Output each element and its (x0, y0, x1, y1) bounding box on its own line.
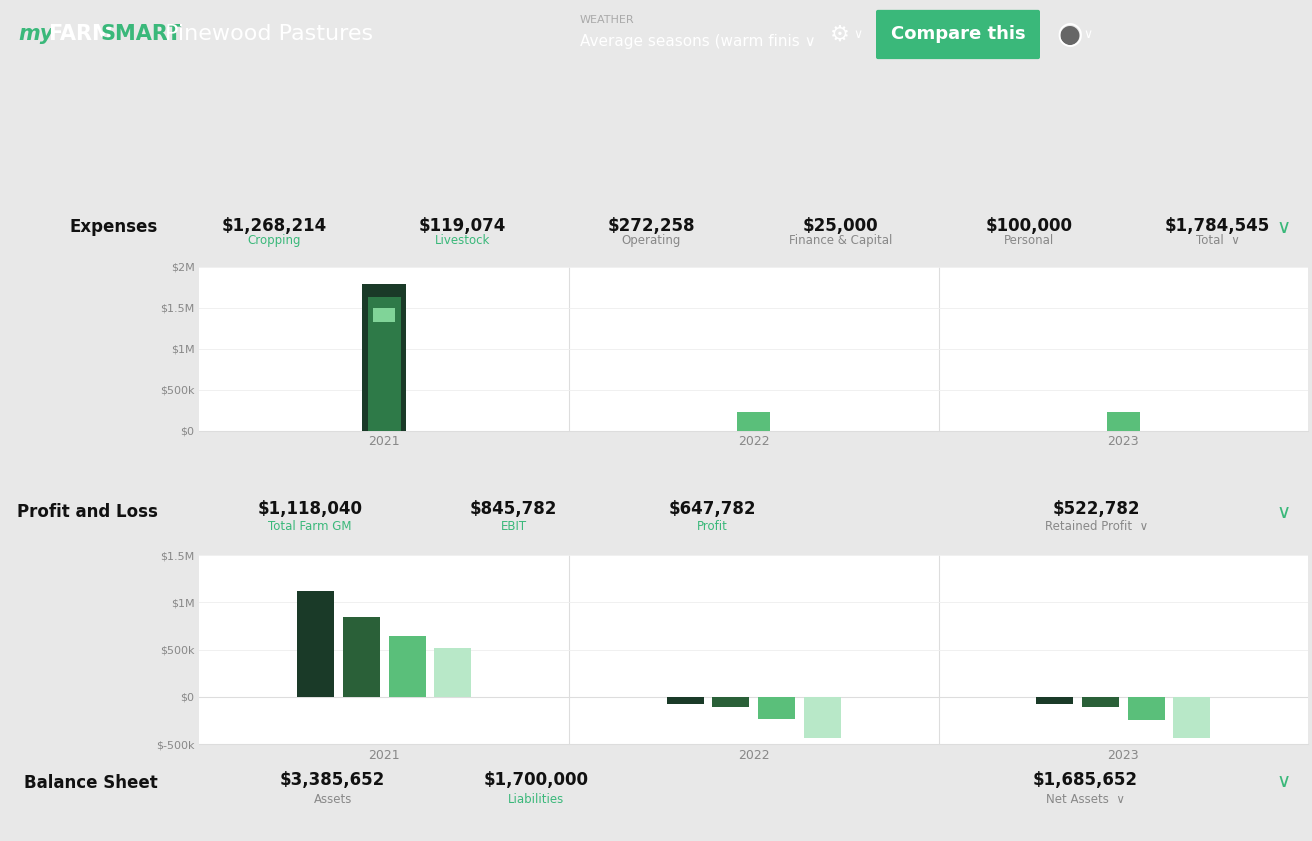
Text: Profit: Profit (697, 521, 727, 533)
Text: Total Farm GM: Total Farm GM (268, 521, 352, 533)
Text: Retained Profit  ∨: Retained Profit ∨ (1046, 521, 1148, 533)
Text: Total  ∨: Total ∨ (1195, 234, 1240, 246)
Bar (666, 697, 703, 704)
Text: $1,685,652: $1,685,652 (1033, 771, 1138, 790)
Text: ∨: ∨ (1277, 503, 1291, 521)
Text: $522,782: $522,782 (1054, 500, 1140, 518)
Text: $1,784,545: $1,784,545 (1165, 217, 1270, 235)
Text: WEATHER: WEATHER (580, 14, 635, 24)
Bar (1082, 697, 1119, 707)
Bar (1173, 697, 1210, 738)
Text: ●: ● (1059, 23, 1081, 46)
Text: Assets: Assets (314, 793, 352, 807)
Bar (737, 412, 770, 431)
Text: Average seasons (warm finis ∨: Average seasons (warm finis ∨ (580, 34, 816, 49)
Bar (388, 636, 425, 697)
Text: Liabilities: Liabilities (508, 793, 564, 807)
Bar (367, 297, 401, 431)
Text: Finance & Capital: Finance & Capital (789, 234, 892, 246)
Text: ⚙: ⚙ (830, 24, 850, 45)
Text: ∨: ∨ (1277, 771, 1291, 791)
Bar (804, 697, 841, 738)
Text: Personal: Personal (1004, 234, 1054, 246)
Bar (1106, 412, 1140, 431)
Bar (1128, 697, 1165, 720)
Text: FARM: FARM (49, 24, 113, 45)
Text: $1,700,000: $1,700,000 (484, 771, 589, 790)
Text: Cropping: Cropping (248, 234, 300, 246)
Bar (758, 697, 795, 719)
Text: Pinewood Pastures: Pinewood Pastures (165, 24, 373, 45)
Text: $100,000: $100,000 (985, 217, 1072, 235)
Text: $3,385,652: $3,385,652 (279, 771, 386, 790)
Bar (434, 648, 471, 697)
Bar (1036, 697, 1073, 704)
Text: $272,258: $272,258 (607, 217, 695, 235)
Bar (298, 591, 335, 697)
Bar (374, 309, 395, 431)
Text: $647,782: $647,782 (668, 500, 756, 518)
Bar (342, 617, 379, 697)
Bar (712, 697, 749, 707)
Text: ∨: ∨ (1277, 218, 1291, 237)
Bar (367, 321, 401, 431)
Text: Livestock: Livestock (436, 234, 491, 246)
Text: ∨: ∨ (853, 28, 862, 41)
Text: Operating: Operating (622, 234, 681, 246)
Text: EBIT: EBIT (501, 521, 527, 533)
Text: Expenses: Expenses (70, 218, 159, 235)
Text: my: my (18, 24, 54, 45)
FancyBboxPatch shape (876, 10, 1040, 59)
Text: Compare this: Compare this (891, 25, 1025, 44)
Text: ∨: ∨ (1084, 28, 1093, 41)
Text: ○: ○ (1056, 20, 1084, 49)
Text: $1,118,040: $1,118,040 (257, 500, 362, 518)
Text: Balance Sheet: Balance Sheet (25, 774, 159, 792)
Text: $119,074: $119,074 (419, 217, 506, 235)
Text: Net Assets  ∨: Net Assets ∨ (1046, 793, 1126, 807)
Text: SMART: SMART (101, 24, 182, 45)
Text: $845,782: $845,782 (470, 500, 558, 518)
Text: Profit and Loss: Profit and Loss (17, 503, 159, 521)
Text: $25,000: $25,000 (803, 217, 878, 235)
Text: $1,268,214: $1,268,214 (222, 217, 327, 235)
Bar (362, 284, 407, 431)
